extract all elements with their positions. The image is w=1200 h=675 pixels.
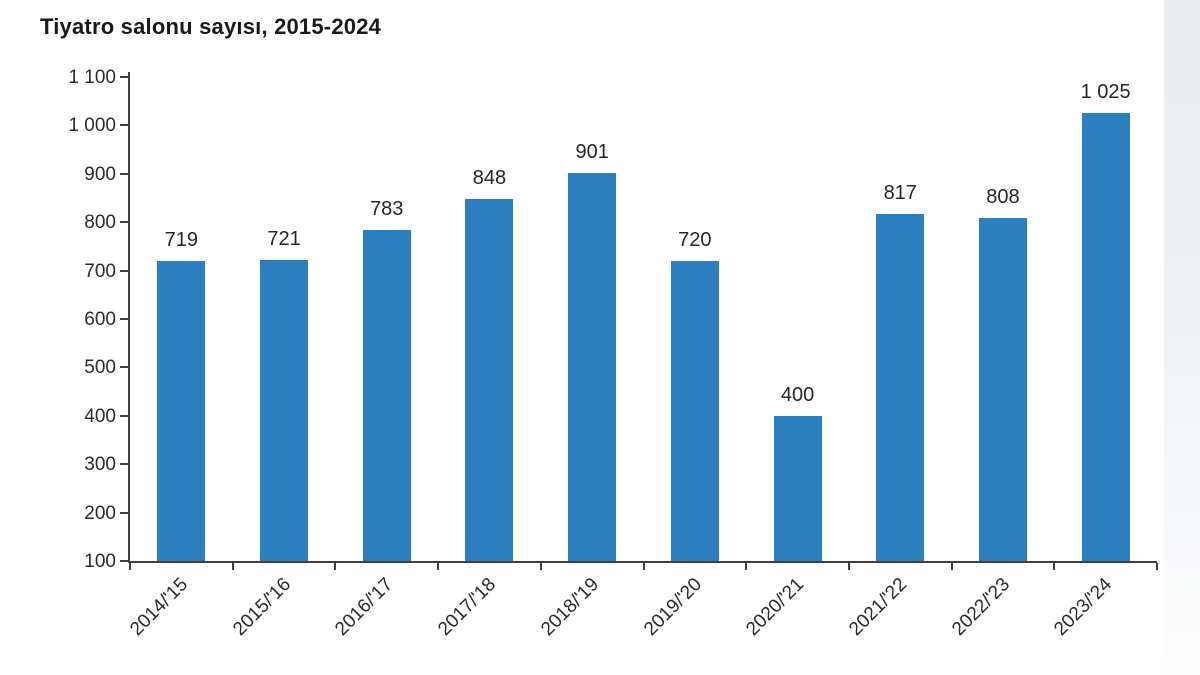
- bar: [157, 261, 206, 561]
- x-axis-category-label-text: 2019/'20: [639, 574, 706, 640]
- bar-value-label: 808: [986, 186, 1020, 209]
- bar-value-label: 848: [472, 166, 507, 189]
- x-axis-tick: [642, 563, 645, 570]
- x-axis-tick: [437, 563, 440, 570]
- x-axis-category-label-text: 2017/'18: [434, 574, 501, 640]
- x-axis-tick: [539, 563, 542, 570]
- bar: [978, 218, 1027, 561]
- y-axis-line: [128, 72, 130, 563]
- x-axis-tick: [950, 563, 953, 570]
- y-axis-label: 500: [84, 357, 116, 379]
- y-axis-tick: [120, 172, 128, 175]
- chart-title: Tiyatro salonu sayısı, 2015-2024: [40, 14, 382, 39]
- bar: [1081, 113, 1130, 561]
- bar-value-label: 783: [370, 198, 404, 221]
- x-axis-line: [128, 561, 1157, 563]
- y-axis-tick: [120, 221, 128, 224]
- y-axis-tick: [120, 463, 128, 466]
- x-axis-category-label-text: 2014/'15: [126, 574, 193, 640]
- y-axis-label: 1 100: [68, 67, 116, 88]
- y-axis-label: 900: [84, 163, 116, 185]
- x-axis-tick: [334, 563, 337, 570]
- bar: [773, 415, 822, 561]
- bar-value-label: 400: [780, 383, 815, 406]
- y-axis-label: 300: [84, 454, 116, 476]
- y-axis-tick: [120, 366, 128, 369]
- bar-value-label: 719: [164, 229, 199, 252]
- y-axis-label: 600: [84, 309, 116, 330]
- x-axis-tick: [745, 563, 748, 570]
- y-axis-label: 1 000: [68, 115, 116, 137]
- y-axis-label: 100: [84, 551, 116, 572]
- y-axis-tick: [120, 560, 128, 562]
- y-axis-tick: [120, 76, 128, 78]
- x-axis-category-label-text: 2020/'21: [742, 574, 809, 640]
- bar-value-label: 901: [575, 141, 609, 164]
- x-axis-category-label-text: 2016/'17: [331, 574, 398, 640]
- bar: [465, 198, 514, 561]
- bar: [260, 260, 309, 561]
- x-axis-category-label-text: 2018/'19: [537, 574, 603, 640]
- x-axis-category-label-text: 2023/'24: [1050, 574, 1117, 640]
- y-axis-tick: [120, 269, 128, 272]
- right-edge-gradient: [1164, 0, 1200, 675]
- bar-value-label: 817: [883, 181, 917, 204]
- x-axis-category-label-text: 2015/'16: [228, 574, 295, 640]
- bar-value-label: 1 025: [1080, 81, 1131, 104]
- x-axis-category-label-text: 2021/'22: [845, 574, 912, 640]
- y-axis-label: 400: [84, 405, 116, 427]
- bar-value-label: 720: [678, 228, 712, 251]
- bar: [670, 260, 719, 561]
- x-axis-tick: [129, 563, 131, 570]
- y-axis-tick: [120, 318, 128, 320]
- y-axis-label: 700: [84, 260, 116, 282]
- bar-value-label: 721: [267, 228, 301, 251]
- x-axis-category-label-text: 2022/'23: [947, 574, 1014, 640]
- y-axis-tick: [120, 511, 128, 514]
- bar: [362, 230, 411, 561]
- bar: [876, 213, 925, 561]
- y-axis-label: 800: [84, 212, 116, 234]
- x-axis-tick: [1156, 563, 1158, 570]
- bar: [568, 173, 617, 561]
- x-axis-tick: [847, 563, 850, 570]
- x-axis-tick: [231, 563, 234, 570]
- x-axis-tick: [1053, 563, 1056, 570]
- y-axis-label: 200: [84, 502, 116, 524]
- y-axis-tick: [120, 124, 128, 127]
- y-axis-tick: [120, 414, 128, 417]
